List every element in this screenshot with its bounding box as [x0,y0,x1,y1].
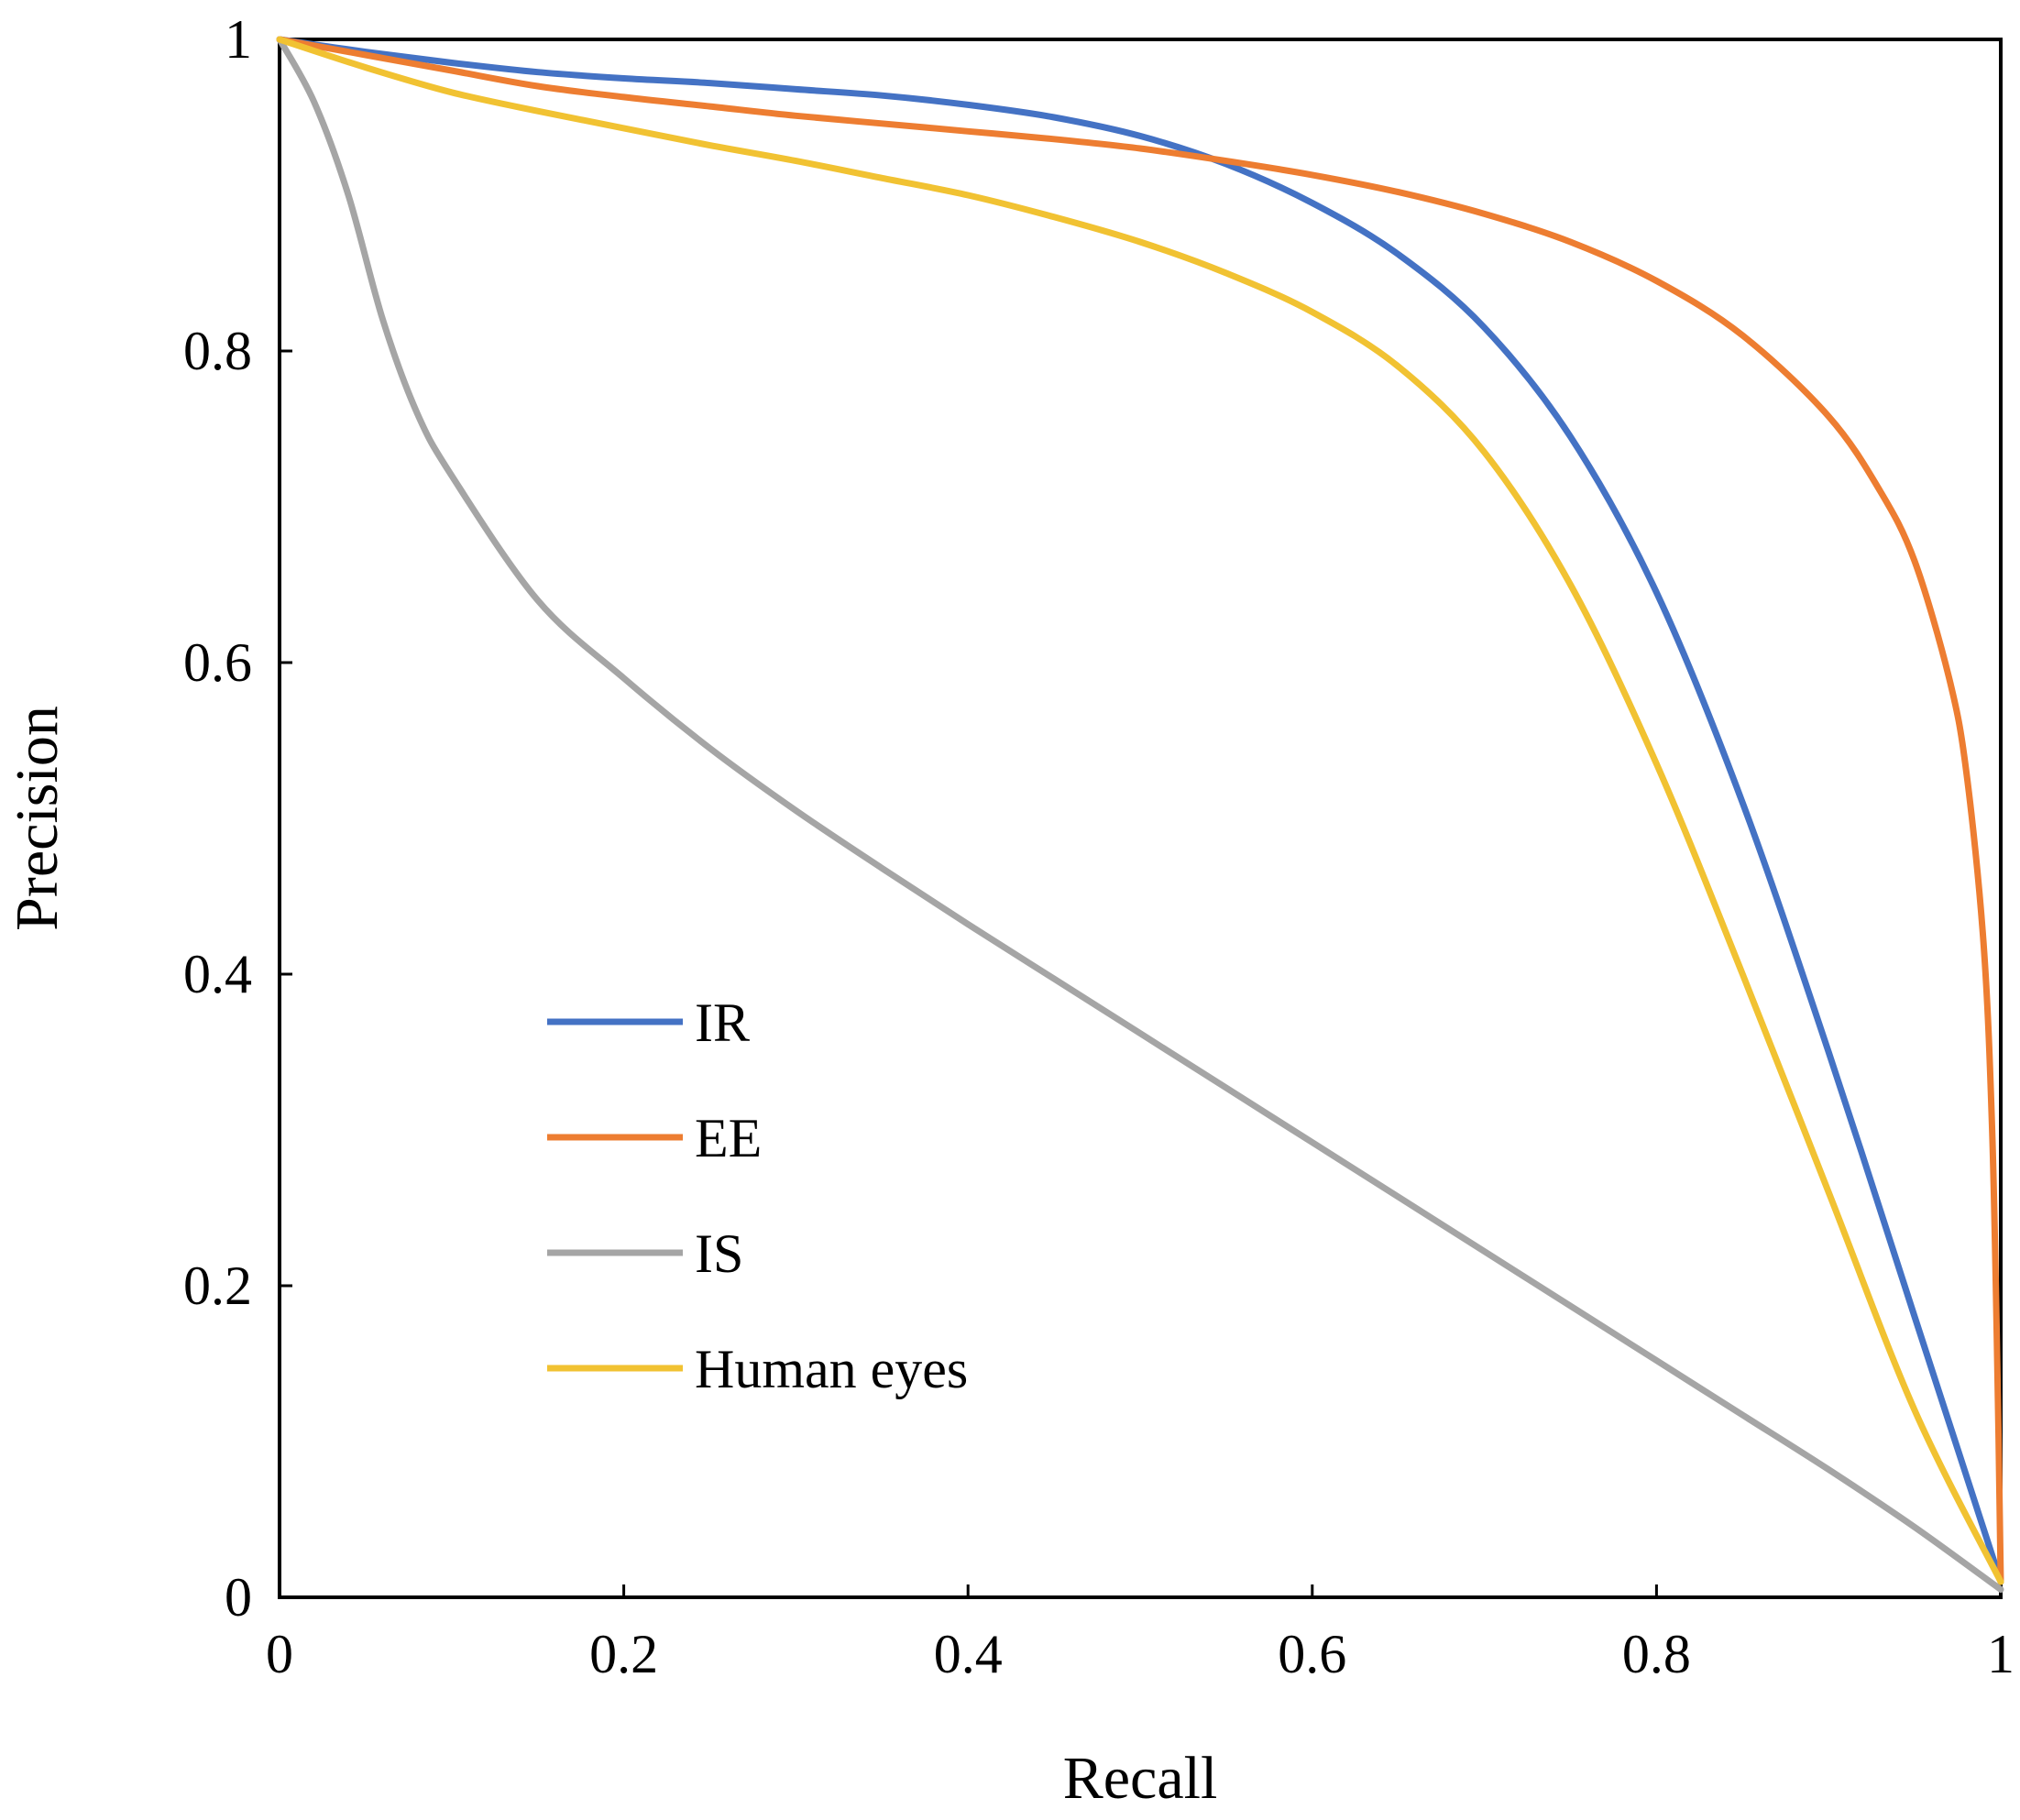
legend-label-is: IS [695,1223,743,1284]
series-line-ee [276,36,2004,1585]
x-axis-label: Recall [1063,1745,1218,1812]
series-line-is [276,36,2004,1593]
x-tick-label: 0.2 [589,1624,658,1684]
x-tick-label: 0.4 [934,1624,1003,1684]
y-tick-label: 0.2 [183,1255,252,1316]
x-tick-label: 0.6 [1278,1624,1346,1684]
y-axis-ticks: 0 0.2 0.4 0.6 0.8 1 [183,9,292,1628]
y-tick-label: 0.6 [183,632,252,693]
legend-label-human-eyes: Human eyes [695,1339,968,1399]
y-tick-label: 0 [225,1567,252,1628]
y-axis-label: Precision [4,706,71,931]
x-tick-label: 0 [266,1624,293,1684]
y-tick-label: 0.4 [183,944,252,1004]
series-line-human-eyes [276,36,2004,1585]
y-tick-label: 0.8 [183,321,252,381]
x-tick-label: 1 [1987,1624,2015,1684]
series-line-ir [276,36,2004,1585]
legend-label-ir: IR [695,992,750,1053]
plot-area [278,38,2003,1599]
x-axis-ticks: 0 0.2 0.4 0.6 0.8 1 [266,1584,2015,1684]
legend-label-ee: EE [695,1108,762,1168]
x-tick-label: 0.8 [1622,1624,1691,1684]
y-tick-label: 1 [225,9,252,70]
legend: IR EE IS Human eyes [547,992,968,1399]
series-lines [276,36,2004,1593]
